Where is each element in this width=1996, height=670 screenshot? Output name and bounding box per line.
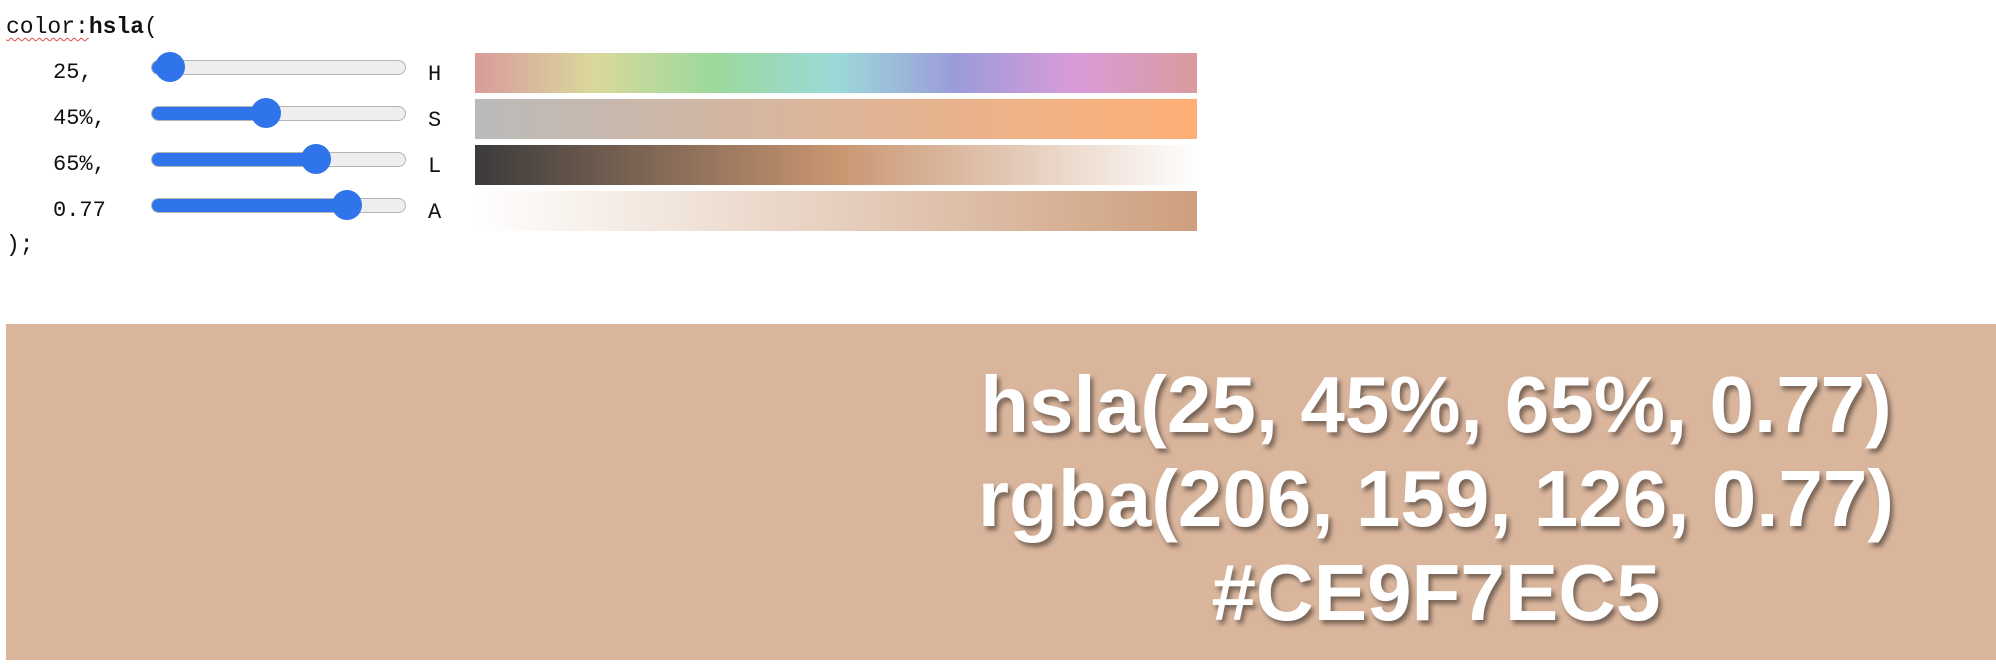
saturation-gradient-bar [475,99,1197,139]
slider-row-lightness: 65%, L [0,142,1300,185]
hex-readout: #CE9F7EC5 [1211,548,1661,637]
saturation-slider-fill [152,107,266,120]
slider-row-hue: 25, H [0,50,1300,93]
color-readout: hsla(25, 45%, 65%, 0.77) rgba(206, 159, … [946,358,1926,640]
hue-slider[interactable] [151,52,406,82]
alpha-slider[interactable] [151,190,406,220]
code-function-name: hsla [88,14,145,40]
hue-value: 25, [53,60,93,85]
alpha-value: 0.77 [53,198,106,223]
code-opening-line: color:hsla( [6,12,158,42]
saturation-value: 45%, [53,106,106,131]
alpha-gradient-bar [475,191,1197,231]
hsla-readout: hsla(25, 45%, 65%, 0.77) [980,360,1892,449]
lightness-slider-thumb[interactable] [301,144,332,174]
code-prefix: color: [6,14,89,40]
code-open-paren: ( [144,14,158,40]
color-preview-panel: hsla(25, 45%, 65%, 0.77) rgba(206, 159, … [6,324,1996,660]
alpha-letter: A [428,200,442,225]
saturation-letter: S [428,108,442,133]
code-closing-line: ); [6,232,34,258]
rgba-readout: rgba(206, 159, 126, 0.77) [977,454,1895,543]
lightness-letter: L [428,154,442,179]
lightness-slider-fill [152,153,317,166]
lightness-gradient-bar [475,145,1197,185]
hue-gradient-bar [475,53,1197,93]
hue-slider-thumb[interactable] [154,52,185,82]
alpha-slider-thumb[interactable] [331,190,362,220]
saturation-slider-thumb[interactable] [250,98,281,128]
slider-row-saturation: 45%, S [0,96,1300,139]
alpha-slider-fill [152,199,347,212]
saturation-slider[interactable] [151,98,406,128]
lightness-value: 65%, [53,152,106,177]
lightness-slider[interactable] [151,144,406,174]
hue-letter: H [428,62,442,87]
slider-row-alpha: 0.77 A [0,188,1300,231]
